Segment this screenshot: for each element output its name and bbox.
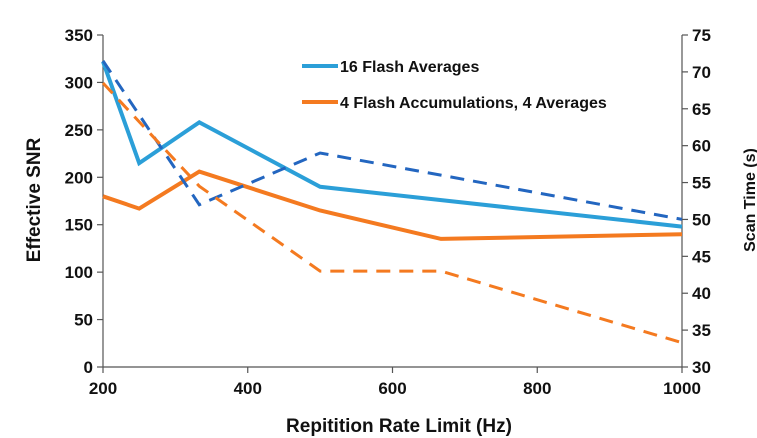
bottom-axis: 200 400 600 800 1000 — [89, 367, 701, 398]
left-tick-label: 300 — [65, 73, 93, 92]
right-tick-label: 30 — [692, 358, 711, 377]
left-tick-label: 150 — [65, 216, 93, 235]
left-axis: 0 50 100 150 200 250 300 350 — [65, 26, 103, 377]
left-tick-label: 50 — [74, 311, 93, 330]
bottom-tick-label: 800 — [523, 379, 551, 398]
right-tick-label: 35 — [692, 321, 711, 340]
x-axis-title: Repitition Rate Limit (Hz) — [286, 416, 512, 437]
right-tick-label: 40 — [692, 284, 711, 303]
legend-label-4-flash-accumulations: 4 Flash Accumulations, 4 Averages — [340, 95, 607, 112]
series-line-1-solid — [102, 169, 683, 241]
right-tick-label: 65 — [692, 100, 711, 119]
right-tick-label: 75 — [692, 26, 711, 45]
left-tick-label: 100 — [65, 263, 93, 282]
right-tick-label: 60 — [692, 137, 711, 156]
series-layer — [101, 59, 683, 345]
bottom-tick-label: 600 — [378, 379, 406, 398]
right-tick-label: 70 — [692, 63, 711, 82]
series-line-3-dashed — [101, 81, 683, 345]
left-tick-label: 250 — [65, 121, 93, 140]
y2-axis-title: Scan Time (s) — [742, 148, 757, 252]
bottom-tick-label: 200 — [89, 379, 117, 398]
bottom-tick-label: 1000 — [663, 379, 701, 398]
y-axis-title: Effective SNR — [24, 137, 45, 262]
right-tick-label: 50 — [692, 210, 711, 229]
legend: 16 Flash Averages 4 Flash Accumulations,… — [302, 59, 607, 112]
bottom-tick-label: 400 — [234, 379, 262, 398]
right-tick-label: 45 — [692, 247, 711, 266]
legend-label-16-flash-averages: 16 Flash Averages — [340, 59, 479, 76]
plot-area — [102, 35, 683, 368]
left-tick-label: 200 — [65, 168, 93, 187]
left-tick-label: 350 — [65, 26, 93, 45]
series-line-2-dashed — [101, 59, 683, 221]
left-tick-label: 0 — [84, 358, 93, 377]
right-tick-label: 55 — [692, 174, 711, 193]
right-axis: 30 35 40 45 50 55 60 65 70 75 — [682, 26, 711, 377]
series-line-0-solid — [101, 60, 683, 229]
